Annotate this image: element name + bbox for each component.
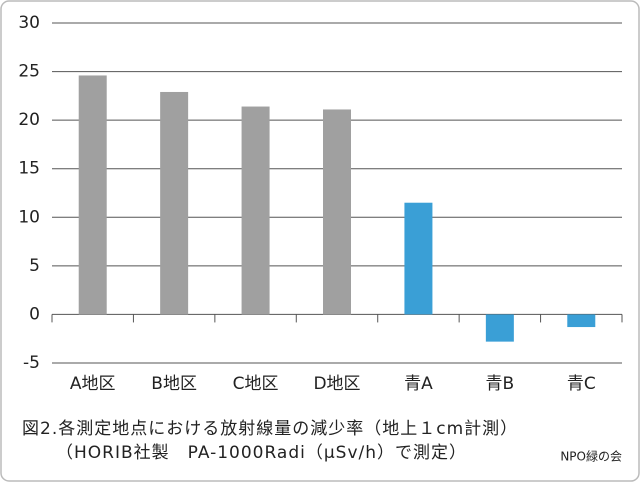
x-tick-label: 青A <box>404 374 433 394</box>
y-tick-label: 5 <box>29 256 40 276</box>
bar <box>485 314 514 342</box>
x-tick-label: 青B <box>486 374 515 394</box>
x-tick-label: C地区 <box>233 374 279 394</box>
x-tick-label: D地区 <box>313 374 360 394</box>
plot-area: -5 0 5 10 15 20 25 30 A地区 B地区 C地区 D地区 青A 青B 青C <box>18 13 623 394</box>
bar <box>241 106 270 315</box>
bar <box>323 109 351 315</box>
y-tick-label: 20 <box>18 110 40 130</box>
y-tick-label: -5 <box>23 353 40 373</box>
source: NPO緑の会 <box>560 449 622 464</box>
caption-line: 図2.各測定地点における放射線量の減少率（地上１cm計測） <box>22 419 518 439</box>
x-tick-label: 青C <box>567 374 596 394</box>
y-tick-label: 10 <box>18 207 40 227</box>
bar <box>160 91 189 315</box>
y-tick-label: 15 <box>18 159 40 179</box>
x-tick-label: B地区 <box>151 374 197 394</box>
bar <box>78 75 107 315</box>
y-tick-label: 0 <box>29 304 40 324</box>
bar <box>404 202 433 315</box>
caption-line: （HORIB社製 PA-1000Radi（μSv/h）で測定） <box>56 443 467 463</box>
bar <box>567 314 596 328</box>
x-tick-label: A地区 <box>70 374 116 394</box>
y-tick-label: 25 <box>18 62 40 82</box>
y-tick-label: 30 <box>18 13 40 33</box>
